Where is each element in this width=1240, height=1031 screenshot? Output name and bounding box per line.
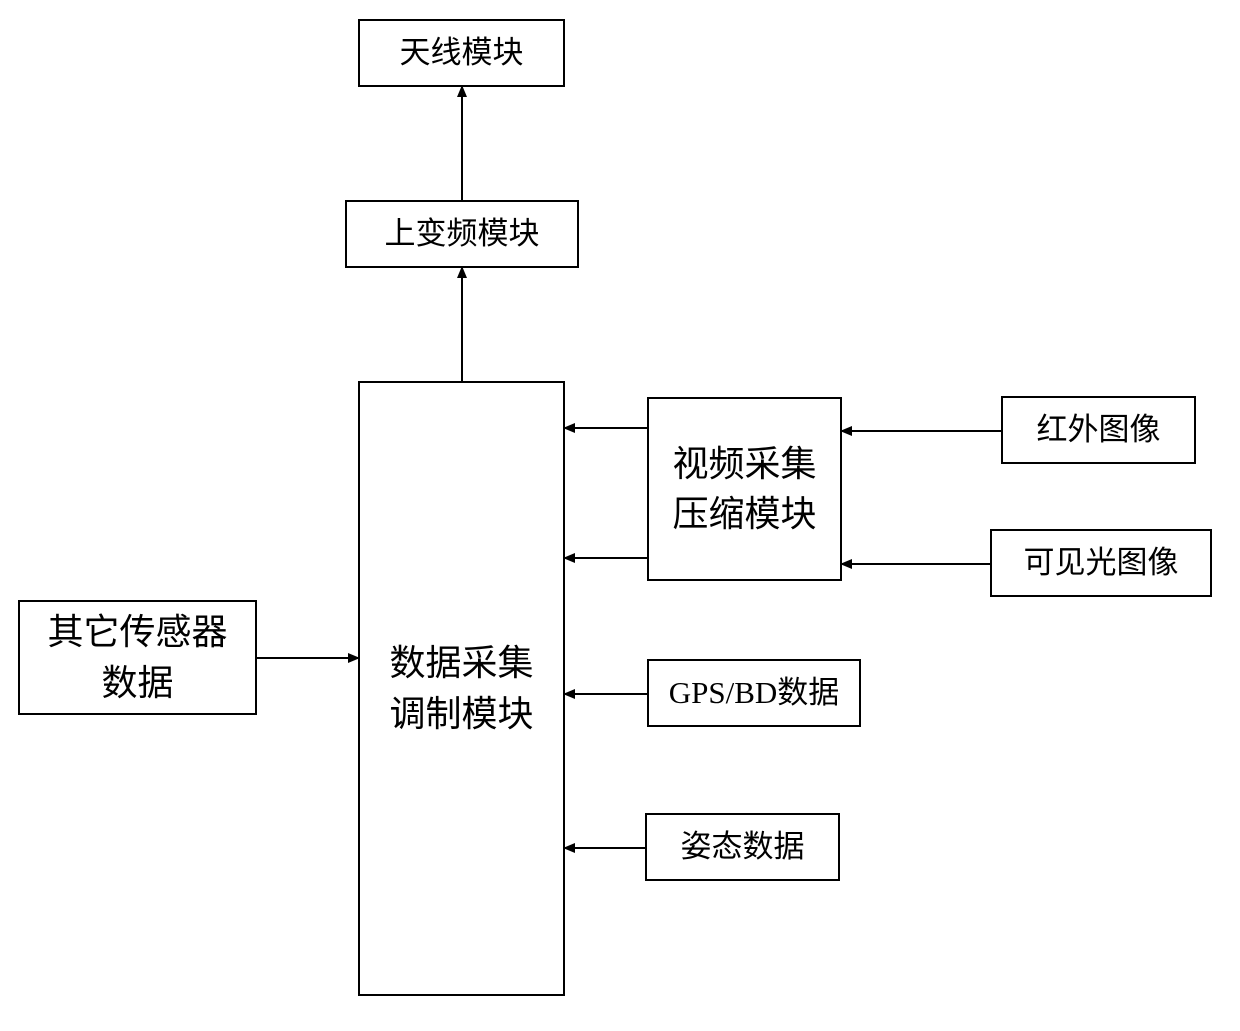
node-data-acquisition-modulation: 数据采集调制模块	[358, 381, 565, 996]
node-label: 红外图像	[1037, 408, 1161, 451]
node-label: GPS/BD数据	[669, 671, 840, 714]
node-upconverter-module: 上变频模块	[345, 200, 579, 268]
node-gps-bd-data: GPS/BD数据	[647, 659, 861, 727]
node-label: 上变频模块	[385, 212, 540, 255]
node-other-sensor-data: 其它传感器数据	[18, 600, 257, 715]
node-attitude-data: 姿态数据	[645, 813, 840, 881]
node-label: 天线模块	[400, 31, 524, 74]
node-video-capture-compression: 视频采集压缩模块	[647, 397, 842, 581]
node-label: 可见光图像	[1024, 541, 1179, 584]
node-visible-light-image: 可见光图像	[990, 529, 1212, 597]
node-infrared-image: 红外图像	[1001, 396, 1196, 464]
node-label: 姿态数据	[681, 825, 805, 868]
arrows-layer	[0, 0, 1240, 1031]
node-label: 数据采集调制模块	[389, 638, 533, 739]
node-label: 其它传感器数据	[47, 607, 227, 708]
node-antenna-module: 天线模块	[358, 19, 565, 87]
block-diagram: 天线模块 上变频模块 数据采集调制模块 视频采集压缩模块 GPS/BD数据 姿态…	[0, 0, 1240, 1031]
node-label: 视频采集压缩模块	[672, 439, 816, 540]
